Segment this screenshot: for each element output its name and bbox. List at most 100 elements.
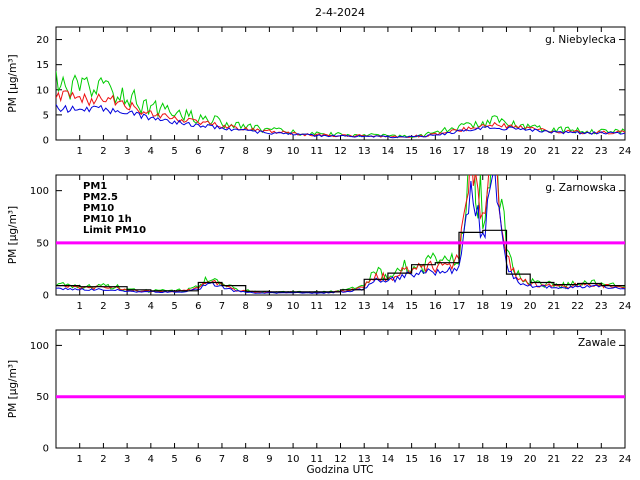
- x-tick-label: 1: [77, 301, 83, 312]
- x-tick-label: 6: [195, 146, 201, 157]
- x-tick-label: 20: [524, 454, 537, 465]
- x-tick-label: 16: [429, 146, 442, 157]
- y-axis-label: PM [µg/m³]: [7, 54, 19, 112]
- x-tick-label: 15: [405, 301, 418, 312]
- x-tick-label: 7: [219, 146, 225, 157]
- legend-item: Limit PM10: [83, 225, 146, 236]
- x-tick-label: 3: [124, 454, 130, 465]
- x-tick-label: 13: [358, 301, 371, 312]
- y-tick-label: 10: [36, 85, 49, 96]
- x-tick-label: 16: [429, 301, 442, 312]
- x-tick-label: 21: [548, 454, 561, 465]
- y-tick-label: 0: [43, 136, 49, 147]
- plot-box: [55, 26, 626, 141]
- x-tick-label: 22: [571, 454, 584, 465]
- figure-title: 2-4-2024: [315, 6, 365, 19]
- y-tick-label: 0: [43, 291, 49, 302]
- y-tick-label: 100: [30, 341, 49, 352]
- x-tick-label: 17: [453, 301, 466, 312]
- x-tick-label: 2: [100, 301, 106, 312]
- x-tick-label: 8: [242, 146, 248, 157]
- x-tick-label: 24: [619, 301, 632, 312]
- x-tick-label: 4: [148, 146, 154, 157]
- x-tick-label: 1: [77, 146, 83, 157]
- x-tick-label: 3: [124, 146, 130, 157]
- x-tick-label: 12: [334, 146, 347, 157]
- x-tick-label: 7: [219, 301, 225, 312]
- x-tick-label: 18: [476, 454, 489, 465]
- x-tick-label: 8: [242, 454, 248, 465]
- x-tick-label: 17: [453, 146, 466, 157]
- x-tick-label: 11: [310, 454, 323, 465]
- x-tick-label: 5: [171, 146, 177, 157]
- x-tick-label: 21: [548, 301, 561, 312]
- x-tick-label: 12: [334, 301, 347, 312]
- y-tick-label: 100: [30, 186, 49, 197]
- station-label: Zawale: [578, 337, 616, 349]
- x-tick-label: 12: [334, 454, 347, 465]
- x-tick-label: 17: [453, 454, 466, 465]
- x-tick-label: 10: [287, 146, 300, 157]
- series-PM10: [56, 70, 625, 139]
- x-tick-label: 2: [100, 146, 106, 157]
- x-tick-label: 6: [195, 301, 201, 312]
- x-tick-label: 11: [310, 301, 323, 312]
- x-axis-label: Godzina UTC: [307, 464, 374, 476]
- x-tick-label: 10: [287, 301, 300, 312]
- x-tick-label: 22: [571, 301, 584, 312]
- step-line-pm10-1h: [56, 229, 625, 293]
- x-tick-label: 24: [619, 454, 632, 465]
- x-tick-label: 21: [548, 146, 561, 157]
- station-label: g. Niebylecka: [545, 34, 616, 46]
- x-tick-label: 10: [287, 454, 300, 465]
- x-tick-label: 9: [266, 454, 272, 465]
- x-tick-label: 18: [476, 146, 489, 157]
- x-tick-label: 4: [148, 301, 154, 312]
- x-tick-label: 23: [595, 301, 608, 312]
- x-tick-label: 15: [405, 454, 418, 465]
- x-tick-label: 3: [124, 301, 130, 312]
- y-axis-label: PM [µg/m³]: [7, 360, 19, 418]
- y-tick-label: 20: [36, 35, 49, 46]
- x-tick-label: 22: [571, 146, 584, 157]
- x-tick-label: 6: [195, 454, 201, 465]
- x-tick-label: 23: [595, 146, 608, 157]
- x-tick-label: 14: [382, 454, 395, 465]
- y-tick-label: 50: [36, 392, 49, 403]
- series-PM1: [56, 104, 625, 139]
- x-tick-label: 14: [382, 301, 395, 312]
- x-tick-label: 13: [358, 454, 371, 465]
- legend-item: PM1: [83, 181, 107, 192]
- x-tick-label: 5: [171, 301, 177, 312]
- legend-item: PM2.5: [83, 192, 118, 203]
- legend-item: PM10 1h: [83, 214, 132, 225]
- y-tick-label: 0: [43, 444, 49, 455]
- plot-box: [55, 329, 626, 449]
- x-tick-label: 9: [266, 146, 272, 157]
- y-tick-label: 5: [43, 110, 49, 121]
- station-label: g. Zarnowska: [545, 182, 616, 194]
- x-tick-label: 4: [148, 454, 154, 465]
- x-tick-label: 18: [476, 301, 489, 312]
- x-tick-label: 24: [619, 146, 632, 157]
- x-tick-label: 1: [77, 454, 83, 465]
- x-tick-label: 11: [310, 146, 323, 157]
- x-tick-label: 8: [242, 301, 248, 312]
- x-tick-label: 14: [382, 146, 395, 157]
- x-tick-label: 16: [429, 454, 442, 465]
- x-tick-label: 20: [524, 301, 537, 312]
- x-tick-label: 5: [171, 454, 177, 465]
- x-tick-label: 19: [500, 146, 513, 157]
- x-tick-label: 13: [358, 146, 371, 157]
- x-tick-label: 19: [500, 454, 513, 465]
- x-tick-label: 2: [100, 454, 106, 465]
- y-tick-label: 50: [36, 238, 49, 249]
- x-tick-label: 15: [405, 146, 418, 157]
- x-tick-label: 20: [524, 146, 537, 157]
